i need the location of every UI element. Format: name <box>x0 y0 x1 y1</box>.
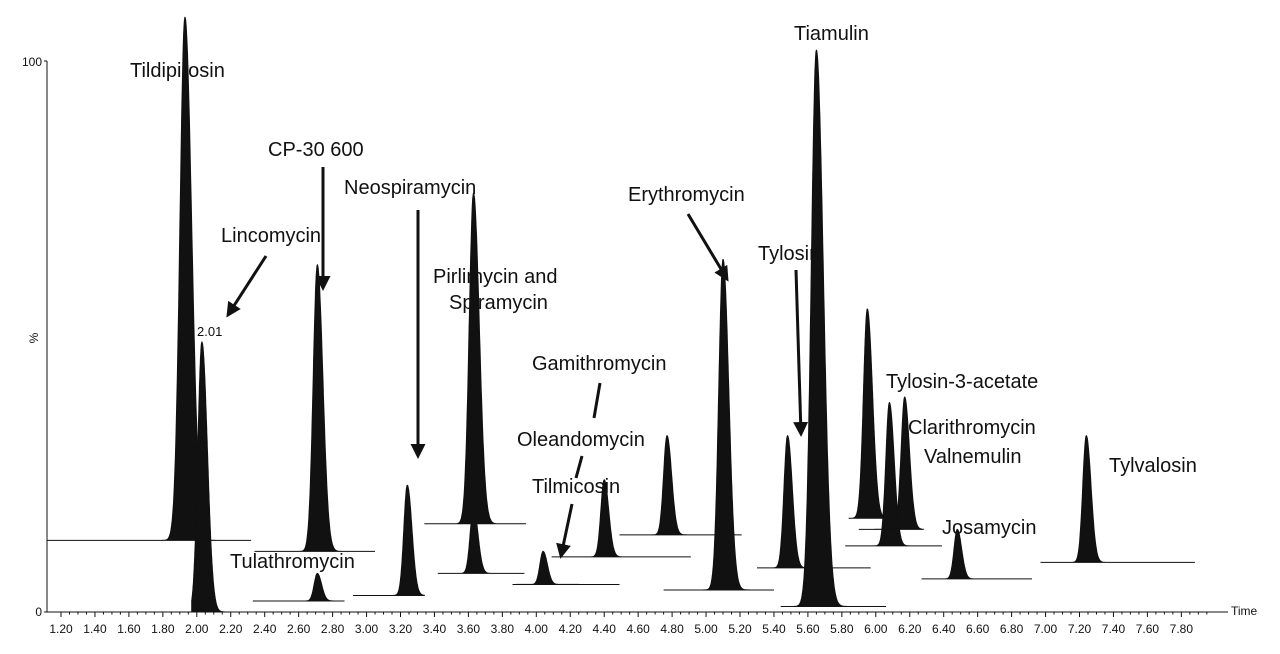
trace-josamycin <box>921 528 1032 580</box>
x-tick-label: 7.80 <box>1170 622 1194 636</box>
label-valnemulin: Valnemulin <box>924 446 1021 468</box>
x-tick-label: 4.40 <box>593 622 617 636</box>
x-tick-label: 3.60 <box>457 622 481 636</box>
trace-tulathromycin <box>191 341 245 613</box>
label-tiamulin: Tiamulin <box>794 23 869 45</box>
x-tick-label: 1.20 <box>49 622 73 636</box>
x-tick-label: 7.00 <box>1034 622 1058 636</box>
trace-neospiramycin <box>353 484 425 596</box>
lincomycin-arrow <box>226 255 268 318</box>
erythromycin-arrow <box>686 213 729 282</box>
traces <box>47 16 1195 613</box>
label-cp-30-600: CP-30 600 <box>268 139 364 161</box>
x-tick-label: 2.40 <box>253 622 277 636</box>
gamithromycin-dash <box>592 382 602 419</box>
trace-pirlimycin-and-spiramycin <box>437 506 525 574</box>
label-josamycin: Josamycin <box>942 517 1036 539</box>
x-tick-label: 4.20 <box>559 622 583 636</box>
x-tick-label: 5.40 <box>762 622 786 636</box>
x-tick-label: 4.60 <box>626 622 650 636</box>
trace-erythromycin <box>663 258 774 591</box>
x-tick-label: 7.40 <box>1102 622 1126 636</box>
x-tick-label: 1.60 <box>117 622 141 636</box>
oleandomycin-dash <box>574 455 584 479</box>
x-tick-label: 6.20 <box>898 622 922 636</box>
label-tylosin: Tylosin <box>758 243 820 265</box>
label-tulathromycin: Tulathromycin <box>230 551 355 573</box>
trace-tilmicosin <box>512 550 620 585</box>
x-axis-label: Time <box>1231 604 1258 618</box>
trace-tildipirosin <box>47 16 252 541</box>
x-tick-label: 6.00 <box>864 622 888 636</box>
label-oleandomycin: Oleandomycin <box>517 429 645 451</box>
x-tick-label: 1.80 <box>151 622 175 636</box>
peak-rt-annotation: 2.01 <box>197 324 222 339</box>
label-tilmicosin: Tilmicosin <box>532 476 620 498</box>
trace-valnemulin <box>858 396 924 530</box>
tilmicosin-arrow <box>556 503 574 559</box>
x-tick-label: 7.60 <box>1136 622 1160 636</box>
x-tick-label: 2.60 <box>287 622 311 636</box>
x-tick-label: 1.40 <box>83 622 107 636</box>
label-gamithromycin: Gamithromycin <box>532 353 666 375</box>
x-tick-label: 3.80 <box>491 622 515 636</box>
x-tick-label: 6.60 <box>966 622 990 636</box>
x-tick-label: 3.20 <box>389 622 413 636</box>
label-tylosin-3-acetate: Tylosin-3-acetate <box>886 371 1038 393</box>
y-tick-label-bottom: 0 <box>35 605 42 619</box>
y-tick-label-top: 100 <box>22 55 42 69</box>
tylosin-arrow <box>793 269 809 437</box>
x-tick-label: 4.00 <box>525 622 549 636</box>
x-tick-label: 7.20 <box>1068 622 1092 636</box>
x-tick-label: 3.00 <box>355 622 379 636</box>
trace-tiamulin <box>780 49 886 607</box>
trace-oleandomycin <box>551 479 691 558</box>
y-axis-label: % <box>27 332 41 343</box>
x-tick-label: 3.40 <box>423 622 447 636</box>
label-erythromycin: Erythromycin <box>628 184 745 206</box>
label-spiramycin: Spiramycin <box>449 292 548 314</box>
trace-tylvalosin <box>1040 434 1195 563</box>
trace-clarithromycin <box>845 401 942 547</box>
trace-lincomycin <box>252 572 345 602</box>
x-tick-label: 2.80 <box>321 622 345 636</box>
label-lincomycin: Lincomycin <box>221 225 321 247</box>
x-tick-label: 6.80 <box>1000 622 1024 636</box>
x-tick-label: 5.00 <box>694 622 718 636</box>
x-tick-labels: 1.20 1.40 1.60 1.80 2.00 2.20 2.40 2.60 2.80 3.00… <box>49 622 1193 636</box>
x-ticks <box>60 612 1208 617</box>
label-tildipirosin: Tildipirosin <box>130 60 225 82</box>
x-tick-label: 6.40 <box>932 622 956 636</box>
label-neospiramycin: Neospiramycin <box>344 177 476 199</box>
label-tylvalosin: Tylvalosin <box>1109 455 1197 477</box>
x-tick-label: 5.60 <box>796 622 820 636</box>
label-pirlimycin-and: Pirlimycin and <box>433 266 557 288</box>
x-tick-label: 4.80 <box>660 622 684 636</box>
label-clarithromycin: Clarithromycin <box>908 417 1036 439</box>
x-tick-label: 2.00 <box>185 622 209 636</box>
compound-labels: Tildipirosin CP-30 600 Lincomycin Neospi… <box>130 23 1197 573</box>
trace-pirlimycin-and-spiramycin <box>424 192 527 525</box>
x-tick-label: 2.20 <box>219 622 243 636</box>
x-tick-label: 5.80 <box>830 622 854 636</box>
trace-cp-30-600 <box>254 263 375 552</box>
x-tick-label: 5.20 <box>728 622 752 636</box>
